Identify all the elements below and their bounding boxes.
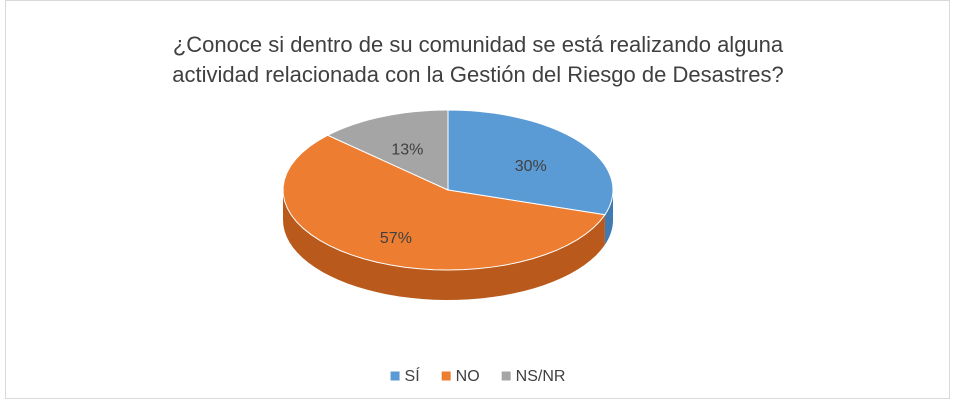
legend-swatch <box>501 371 511 381</box>
slice-side <box>283 190 605 300</box>
data-label: 57% <box>380 230 412 247</box>
legend-label: NS/NR <box>516 368 566 385</box>
data-label: 13% <box>391 142 423 159</box>
data-label: 30% <box>515 158 547 175</box>
legend-swatch <box>441 371 451 381</box>
chart-title: ¿Conoce si dentro de su comunidad se est… <box>172 32 784 87</box>
slice <box>447 109 614 216</box>
slice <box>326 109 449 191</box>
slice <box>282 134 606 271</box>
legend-label: NO <box>456 368 480 385</box>
legend-swatch <box>390 371 400 381</box>
legend-label: SÍ <box>405 366 421 385</box>
